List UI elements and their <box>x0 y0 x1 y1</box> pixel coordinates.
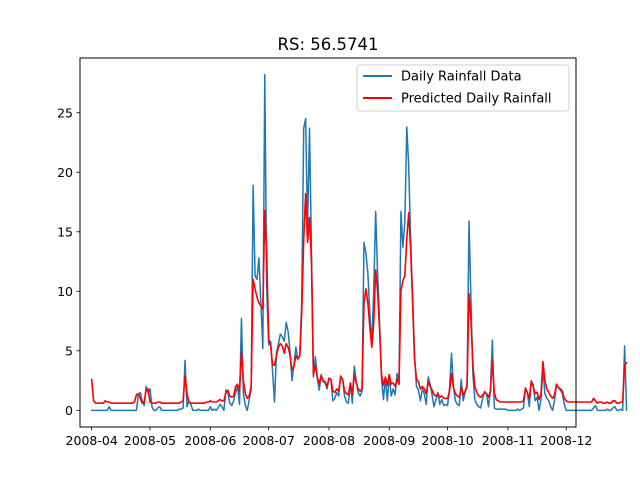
legend-frame <box>356 64 570 112</box>
legend-label-rainfall-data: Daily Rainfall Data <box>401 70 522 85</box>
x-tick-label: 2008-09 <box>363 433 415 448</box>
chart-title: RS: 56.5741 <box>278 35 379 54</box>
x-tick-label: 2008-12 <box>540 433 592 448</box>
axes-frame <box>79 57 577 428</box>
legend: Daily Rainfall Data Predicted Daily Rain… <box>356 64 570 112</box>
y-axis: 0 5 10 15 20 25 <box>57 105 80 418</box>
x-axis: 2008-04 2008-05 2008-06 2008-07 2008-08 2008-… <box>66 427 592 448</box>
x-tick-label: 2008-05 <box>124 433 176 448</box>
x-tick-label: 2008-07 <box>243 433 295 448</box>
x-tick-label: 2008-08 <box>303 433 355 448</box>
x-tick-label: 2008-04 <box>66 433 118 448</box>
series-line-predicted-rainfall <box>90 192 628 404</box>
y-tick-label: 10 <box>57 284 73 299</box>
y-tick-label: 25 <box>57 105 73 120</box>
legend-label-predicted-rainfall: Predicted Daily Rainfall <box>401 92 552 107</box>
y-tick-label: 0 <box>65 403 73 418</box>
series-line-rainfall-data <box>90 73 628 412</box>
series-layer <box>90 73 628 412</box>
y-tick-label: 20 <box>57 165 73 180</box>
plot-area: 2008-04 2008-05 2008-06 2008-07 2008-08 2008-… <box>57 57 628 448</box>
y-tick-label: 15 <box>57 224 73 239</box>
y-tick-label: 5 <box>65 343 73 358</box>
x-tick-label: 2008-10 <box>422 433 474 448</box>
x-tick-label: 2008-06 <box>184 433 236 448</box>
x-tick-label: 2008-11 <box>482 433 534 448</box>
